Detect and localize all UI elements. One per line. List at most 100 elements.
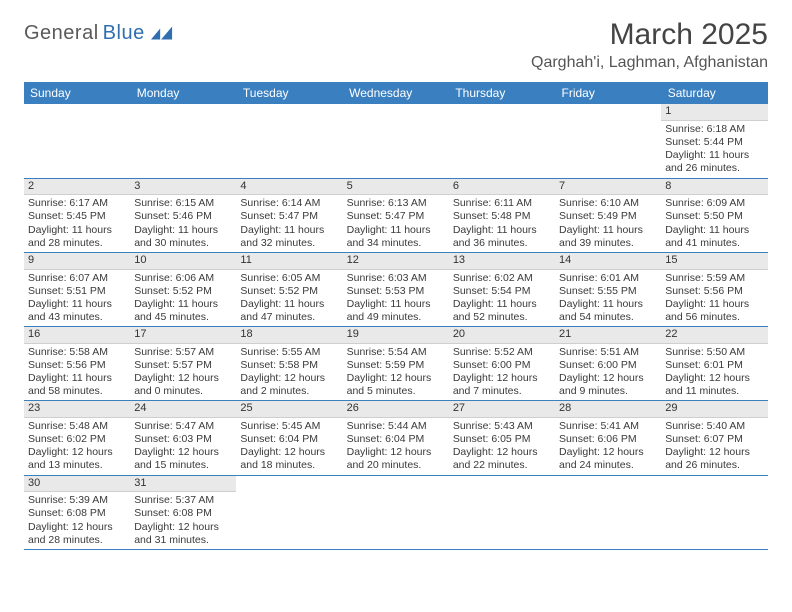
- day-details: Sunrise: 5:47 AMSunset: 6:03 PMDaylight:…: [130, 418, 236, 475]
- daylight-text: and 31 minutes.: [134, 534, 232, 547]
- calendar-cell: 12Sunrise: 6:03 AMSunset: 5:53 PMDayligh…: [343, 252, 449, 326]
- day-details: Sunrise: 5:44 AMSunset: 6:04 PMDaylight:…: [343, 418, 449, 475]
- day-details: Sunrise: 5:48 AMSunset: 6:02 PMDaylight:…: [24, 418, 130, 475]
- day-details: Sunrise: 6:11 AMSunset: 5:48 PMDaylight:…: [449, 195, 555, 252]
- daylight-text: Daylight: 11 hours: [134, 224, 232, 237]
- sunset-text: Sunset: 6:08 PM: [28, 507, 126, 520]
- sunset-text: Sunset: 6:06 PM: [559, 433, 657, 446]
- daylight-text: Daylight: 11 hours: [240, 298, 338, 311]
- daylight-text: and 36 minutes.: [453, 237, 551, 250]
- header: GeneralBlue March 2025 Qarghah'i, Laghma…: [24, 18, 768, 72]
- day-details: Sunrise: 5:37 AMSunset: 6:08 PMDaylight:…: [130, 492, 236, 549]
- location-subtitle: Qarghah'i, Laghman, Afghanistan: [531, 54, 768, 72]
- daylight-text: and 22 minutes.: [453, 459, 551, 472]
- sunrise-text: Sunrise: 5:45 AM: [240, 420, 338, 433]
- calendar-cell: [555, 475, 661, 549]
- day-details: Sunrise: 6:07 AMSunset: 5:51 PMDaylight:…: [24, 270, 130, 327]
- sunrise-text: Sunrise: 5:52 AM: [453, 346, 551, 359]
- sunrise-text: Sunrise: 5:51 AM: [559, 346, 657, 359]
- day-number: 31: [130, 476, 236, 493]
- sunset-text: Sunset: 5:56 PM: [28, 359, 126, 372]
- day-details: Sunrise: 5:55 AMSunset: 5:58 PMDaylight:…: [236, 344, 342, 401]
- daylight-text: and 9 minutes.: [559, 385, 657, 398]
- calendar-week-row: 1Sunrise: 6:18 AMSunset: 5:44 PMDaylight…: [24, 104, 768, 178]
- daylight-text: Daylight: 12 hours: [453, 372, 551, 385]
- sunset-text: Sunset: 5:51 PM: [28, 285, 126, 298]
- calendar-page: GeneralBlue March 2025 Qarghah'i, Laghma…: [0, 0, 792, 560]
- sunrise-text: Sunrise: 6:17 AM: [28, 197, 126, 210]
- day-details: Sunrise: 5:51 AMSunset: 6:00 PMDaylight:…: [555, 344, 661, 401]
- calendar-cell: 26Sunrise: 5:44 AMSunset: 6:04 PMDayligh…: [343, 401, 449, 475]
- sunset-text: Sunset: 6:03 PM: [134, 433, 232, 446]
- calendar-cell: 24Sunrise: 5:47 AMSunset: 6:03 PMDayligh…: [130, 401, 236, 475]
- day-number: 24: [130, 401, 236, 418]
- calendar-cell: [24, 104, 130, 178]
- day-details: Sunrise: 5:39 AMSunset: 6:08 PMDaylight:…: [24, 492, 130, 549]
- daylight-text: and 56 minutes.: [665, 311, 763, 324]
- day-details: Sunrise: 6:05 AMSunset: 5:52 PMDaylight:…: [236, 270, 342, 327]
- weekday-header: Monday: [130, 82, 236, 104]
- day-details: Sunrise: 6:02 AMSunset: 5:54 PMDaylight:…: [449, 270, 555, 327]
- logo-flag-icon: [151, 26, 173, 42]
- daylight-text: Daylight: 11 hours: [28, 298, 126, 311]
- weekday-header: Tuesday: [236, 82, 342, 104]
- calendar-week-row: 23Sunrise: 5:48 AMSunset: 6:02 PMDayligh…: [24, 401, 768, 475]
- sunrise-text: Sunrise: 6:07 AM: [28, 272, 126, 285]
- sunrise-text: Sunrise: 5:41 AM: [559, 420, 657, 433]
- sunset-text: Sunset: 5:49 PM: [559, 210, 657, 223]
- sunset-text: Sunset: 5:54 PM: [453, 285, 551, 298]
- day-details: Sunrise: 5:58 AMSunset: 5:56 PMDaylight:…: [24, 344, 130, 401]
- daylight-text: and 20 minutes.: [347, 459, 445, 472]
- day-number: 28: [555, 401, 661, 418]
- logo-text-blue: Blue: [103, 22, 145, 45]
- day-number: 15: [661, 253, 767, 270]
- day-number: 19: [343, 327, 449, 344]
- day-details: Sunrise: 5:40 AMSunset: 6:07 PMDaylight:…: [661, 418, 767, 475]
- sunset-text: Sunset: 6:02 PM: [28, 433, 126, 446]
- sunrise-text: Sunrise: 6:03 AM: [347, 272, 445, 285]
- sunset-text: Sunset: 6:00 PM: [453, 359, 551, 372]
- daylight-text: and 5 minutes.: [347, 385, 445, 398]
- calendar-cell: 2Sunrise: 6:17 AMSunset: 5:45 PMDaylight…: [24, 178, 130, 252]
- daylight-text: and 13 minutes.: [28, 459, 126, 472]
- calendar-table: SundayMondayTuesdayWednesdayThursdayFrid…: [24, 82, 768, 550]
- sunset-text: Sunset: 5:46 PM: [134, 210, 232, 223]
- sunrise-text: Sunrise: 5:50 AM: [665, 346, 763, 359]
- sunrise-text: Sunrise: 5:59 AM: [665, 272, 763, 285]
- daylight-text: Daylight: 11 hours: [453, 224, 551, 237]
- day-details: Sunrise: 5:41 AMSunset: 6:06 PMDaylight:…: [555, 418, 661, 475]
- day-number: 12: [343, 253, 449, 270]
- daylight-text: Daylight: 11 hours: [347, 224, 445, 237]
- day-number: 25: [236, 401, 342, 418]
- calendar-cell: 20 Sunrise: 5:52 AMSunset: 6:00 PMDayligh…: [449, 327, 555, 401]
- day-details: Sunrise: 5:45 AMSunset: 6:04 PMDaylight:…: [236, 418, 342, 475]
- calendar-cell: 4Sunrise: 6:14 AMSunset: 5:47 PMDaylight…: [236, 178, 342, 252]
- weekday-header: Wednesday: [343, 82, 449, 104]
- daylight-text: and 49 minutes.: [347, 311, 445, 324]
- calendar-cell: 22Sunrise: 5:50 AMSunset: 6:01 PMDayligh…: [661, 327, 767, 401]
- sunrise-text: Sunrise: 6:15 AM: [134, 197, 232, 210]
- calendar-cell: [343, 104, 449, 178]
- day-number: 7: [555, 179, 661, 196]
- sunrise-text: Sunrise: 5:58 AM: [28, 346, 126, 359]
- calendar-cell: 8Sunrise: 6:09 AMSunset: 5:50 PMDaylight…: [661, 178, 767, 252]
- daylight-text: and 28 minutes.: [28, 534, 126, 547]
- daylight-text: and 18 minutes.: [240, 459, 338, 472]
- calendar-cell: 7Sunrise: 6:10 AMSunset: 5:49 PMDaylight…: [555, 178, 661, 252]
- sunrise-text: Sunrise: 6:11 AM: [453, 197, 551, 210]
- daylight-text: Daylight: 12 hours: [559, 372, 657, 385]
- day-details: Sunrise: 6:03 AMSunset: 5:53 PMDaylight:…: [343, 270, 449, 327]
- day-number: 9: [24, 253, 130, 270]
- day-number: 13: [449, 253, 555, 270]
- calendar-header-row: SundayMondayTuesdayWednesdayThursdayFrid…: [24, 82, 768, 104]
- daylight-text: Daylight: 11 hours: [240, 224, 338, 237]
- day-number: 20: [449, 327, 555, 344]
- calendar-cell: 21Sunrise: 5:51 AMSunset: 6:00 PMDayligh…: [555, 327, 661, 401]
- day-number: 27: [449, 401, 555, 418]
- sunrise-text: Sunrise: 6:18 AM: [665, 123, 763, 136]
- sunset-text: Sunset: 5:52 PM: [240, 285, 338, 298]
- calendar-cell: 28Sunrise: 5:41 AMSunset: 6:06 PMDayligh…: [555, 401, 661, 475]
- sunset-text: Sunset: 6:05 PM: [453, 433, 551, 446]
- sunset-text: Sunset: 5:47 PM: [347, 210, 445, 223]
- day-details: Sunrise: 6:15 AMSunset: 5:46 PMDaylight:…: [130, 195, 236, 252]
